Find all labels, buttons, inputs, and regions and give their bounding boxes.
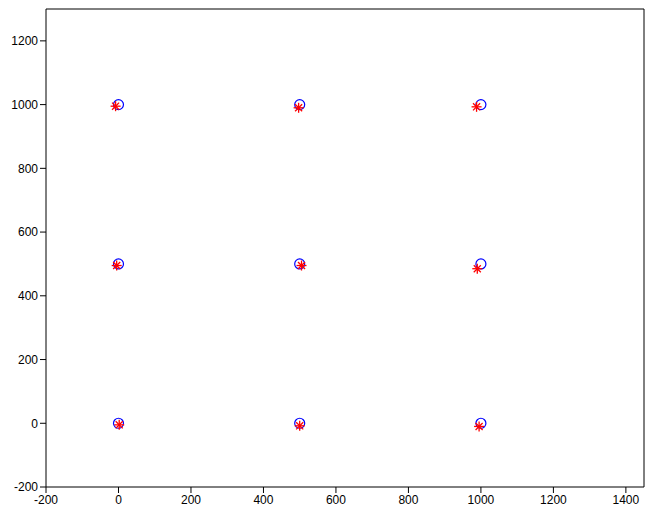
svg-text:1400: 1400 [613,493,640,507]
svg-text:1000: 1000 [468,493,495,507]
svg-text:-200: -200 [34,493,58,507]
svg-text:600: 600 [326,493,346,507]
svg-text:0: 0 [115,493,122,507]
svg-text:200: 200 [18,353,38,367]
svg-text:800: 800 [398,493,418,507]
svg-text:1000: 1000 [11,98,38,112]
svg-text:1200: 1200 [540,493,567,507]
svg-text:1200: 1200 [11,34,38,48]
svg-text:400: 400 [18,289,38,303]
svg-text:-200: -200 [14,480,38,494]
svg-text:400: 400 [253,493,273,507]
svg-text:200: 200 [181,493,201,507]
svg-text:0: 0 [31,417,38,431]
svg-text:800: 800 [18,162,38,176]
svg-text:600: 600 [18,225,38,239]
